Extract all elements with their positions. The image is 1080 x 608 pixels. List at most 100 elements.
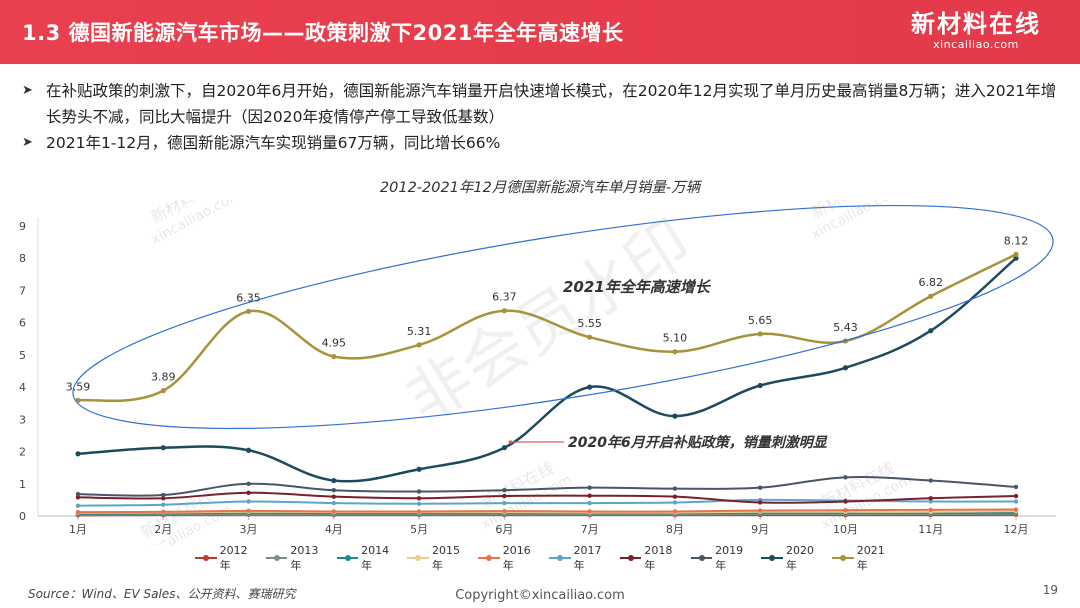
data-point bbox=[502, 500, 507, 506]
data-point bbox=[502, 488, 507, 493]
data-label: 6.82 bbox=[918, 276, 943, 289]
data-point bbox=[672, 494, 678, 499]
legend-label: 2021年 bbox=[856, 543, 885, 572]
chart-title: 2012-2021年12月德国新能源汽车单月销量-万辆 bbox=[379, 180, 701, 196]
legend-item-2015年: 2015年 bbox=[407, 544, 470, 572]
data-point bbox=[587, 500, 592, 506]
data-point bbox=[246, 490, 251, 495]
brand-logo: 新材料在线 xincailiao.com bbox=[906, 10, 1046, 56]
data-point bbox=[757, 382, 763, 389]
x-tick-label: 2月 bbox=[154, 523, 172, 536]
data-point bbox=[246, 481, 251, 486]
legend-item-2018年: 2018年 bbox=[619, 544, 683, 572]
data-point bbox=[331, 488, 337, 493]
data-point bbox=[161, 509, 166, 515]
data-point bbox=[928, 496, 933, 501]
data-point bbox=[416, 501, 422, 506]
data-label: 6.37 bbox=[492, 291, 517, 304]
data-label: 8.12 bbox=[1004, 234, 1029, 247]
data-point bbox=[416, 489, 422, 494]
y-tick-label: 3 bbox=[19, 413, 26, 426]
data-point bbox=[1013, 493, 1019, 499]
data-point bbox=[587, 485, 592, 490]
legend-item-2014年: 2014年 bbox=[336, 544, 400, 572]
data-point bbox=[161, 502, 166, 507]
series-line-2019年 bbox=[77, 476, 1017, 497]
copyright-text: Copyright©xincailiao.com bbox=[455, 588, 625, 603]
legend-label: 2020年 bbox=[785, 543, 814, 572]
data-point bbox=[1013, 255, 1019, 261]
legend-swatch bbox=[761, 555, 783, 561]
data-point bbox=[245, 308, 252, 314]
series-line-2016年 bbox=[77, 508, 1017, 514]
data-point bbox=[843, 475, 848, 480]
data-point bbox=[587, 384, 593, 390]
data-point bbox=[75, 491, 81, 497]
chart-legend: 2012年 2013年 2014年 2015年 2016年 2017年 2018年 2019年… bbox=[195, 544, 895, 572]
legend-label: 2017年 bbox=[573, 543, 602, 572]
legend-label: 2019年 bbox=[715, 543, 744, 572]
data-point bbox=[843, 508, 848, 513]
legend-swatch bbox=[195, 555, 217, 561]
legend-swatch bbox=[690, 555, 713, 561]
legend-swatch bbox=[832, 555, 854, 561]
data-point bbox=[331, 494, 337, 499]
legend-label: 2012年 bbox=[219, 543, 248, 572]
data-point bbox=[928, 293, 934, 299]
page-number: 19 bbox=[1042, 583, 1058, 597]
x-tick-label: 8月 bbox=[666, 523, 684, 536]
data-point bbox=[416, 342, 422, 348]
legend-swatch bbox=[478, 555, 500, 561]
data-point bbox=[757, 331, 763, 337]
data-label: 3.89 bbox=[151, 371, 176, 384]
legend-dot bbox=[627, 555, 634, 561]
legend-item-2021年: 2021年 bbox=[832, 544, 895, 572]
annotation-pointer-dot bbox=[508, 440, 513, 444]
data-point bbox=[501, 308, 507, 314]
data-label: 5.43 bbox=[833, 321, 858, 334]
data-point bbox=[160, 445, 166, 451]
data-point bbox=[501, 445, 507, 451]
series-line-2013年 bbox=[77, 512, 1017, 516]
data-point bbox=[757, 500, 763, 505]
data-point bbox=[842, 365, 849, 371]
data-point bbox=[416, 509, 422, 514]
legend-dot bbox=[698, 555, 705, 561]
data-point bbox=[672, 349, 678, 355]
data-label: 5.31 bbox=[407, 325, 432, 338]
legend-item-2020年: 2020年 bbox=[761, 544, 824, 572]
highlight-ellipse bbox=[72, 204, 1054, 430]
data-point bbox=[672, 413, 678, 419]
chart-series: 3.593.896.354.955.316.375.555.105.655.43… bbox=[66, 234, 1029, 518]
data-point bbox=[502, 493, 507, 499]
legend-dot bbox=[203, 555, 210, 561]
logo-cn-text: 新材料在线 bbox=[911, 10, 1041, 38]
data-point bbox=[1013, 507, 1019, 512]
legend-dot bbox=[415, 555, 422, 561]
source-note: Source：Wind、EV Sales、公开资料、赛瑞研究 bbox=[28, 587, 296, 601]
data-point bbox=[587, 509, 592, 514]
data-point bbox=[331, 353, 337, 360]
y-tick-label: 6 bbox=[19, 317, 26, 330]
legend-item-2017年: 2017年 bbox=[549, 544, 612, 572]
legend-item-2013年: 2013年 bbox=[265, 544, 329, 572]
series-line-2020年 bbox=[77, 257, 1017, 483]
data-point bbox=[672, 509, 678, 514]
data-point bbox=[587, 334, 593, 340]
x-tick-label: 5月 bbox=[410, 523, 428, 536]
y-tick-label: 2 bbox=[19, 446, 26, 459]
y-tick-label: 8 bbox=[19, 252, 26, 265]
y-tick-label: 7 bbox=[19, 284, 26, 297]
legend-swatch bbox=[407, 555, 429, 561]
data-point bbox=[75, 509, 81, 515]
logo-en-text: xincailiao.com bbox=[933, 38, 1019, 51]
data-point bbox=[502, 508, 507, 514]
data-label: 5.65 bbox=[748, 314, 773, 327]
data-point bbox=[757, 485, 763, 490]
legend-label: 2018年 bbox=[644, 543, 673, 572]
x-tick-label: 4月 bbox=[325, 523, 343, 536]
legend-item-2012年: 2012年 bbox=[195, 544, 258, 572]
data-point bbox=[843, 499, 848, 504]
